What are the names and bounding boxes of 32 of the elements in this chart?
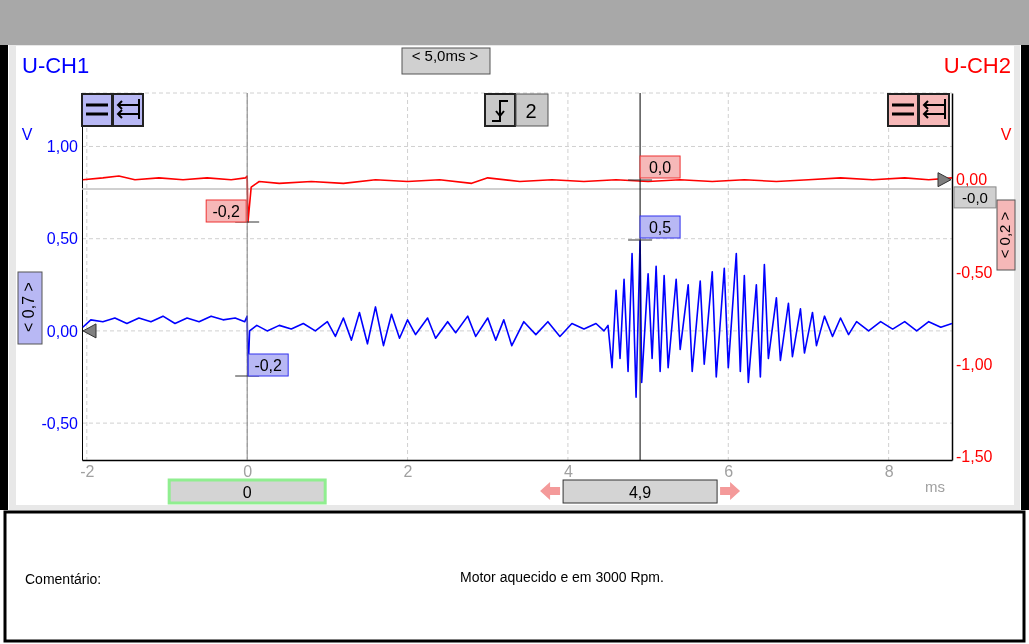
- annotation: -0,2: [212, 203, 241, 220]
- x-tick-label: 0: [243, 463, 253, 481]
- x-tick-label: 4: [563, 463, 573, 481]
- x-tick-label: 2: [403, 463, 413, 481]
- y-tick-label: 0,50: [46, 230, 79, 248]
- y2-tick-label: 0,00: [956, 171, 988, 189]
- y2-tick-label: -1,50: [956, 447, 993, 465]
- annotation: 0,0: [648, 159, 672, 176]
- y-tick-label: 0,00: [46, 322, 79, 340]
- text: < 0,7 >: [20, 282, 38, 332]
- x-tick-label: 8: [884, 463, 894, 481]
- text: < 0,2 >: [995, 211, 1013, 259]
- x-axis-title: ms: [925, 478, 945, 495]
- y2-tick-label: -0,50: [956, 263, 993, 281]
- y-axis-title: V: [21, 126, 33, 143]
- text: U-CH2: [943, 53, 1011, 78]
- y2-tick-label: -1,00: [956, 355, 993, 373]
- text: U-CH1: [22, 53, 90, 78]
- text: Comentário:: [25, 571, 102, 587]
- x-tick-label: -2: [80, 463, 95, 481]
- annotation: 0,5: [648, 219, 672, 236]
- text: < 5,0ms >: [411, 47, 479, 64]
- ref-line-label: 4,9: [628, 484, 652, 501]
- ref-line-label: -0,0: [962, 188, 988, 206]
- y-tick-label: -0,50: [41, 414, 79, 432]
- y2-axis-title: V: [1000, 126, 1012, 143]
- text: Motor aquecido e em 3000 Rpm.: [460, 569, 664, 585]
- ref-line-label: 0: [242, 484, 252, 501]
- x-tick-label: 6: [724, 463, 734, 481]
- annotation: 2: [525, 100, 537, 122]
- annotation: -0,2: [254, 357, 283, 374]
- y-tick-label: 1,00: [46, 138, 79, 156]
